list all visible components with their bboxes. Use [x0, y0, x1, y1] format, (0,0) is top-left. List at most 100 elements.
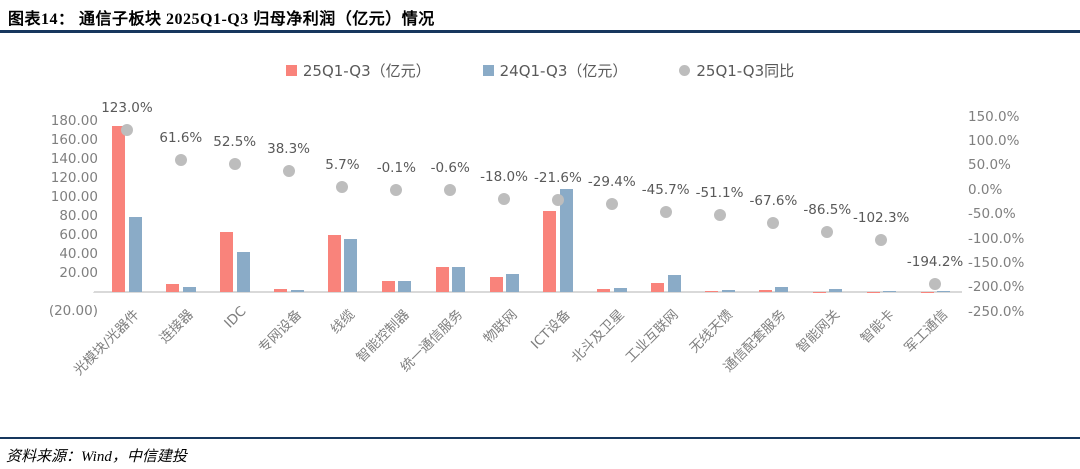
yoy-dot: [282, 165, 295, 178]
x-axis-label: IDC: [221, 303, 250, 332]
yoy-label: -45.7%: [641, 182, 690, 199]
y-axis-tick-right: -200.0%: [968, 279, 1025, 296]
y-axis-tick-right: -150.0%: [968, 254, 1025, 271]
y-axis-tick-left: (20.00): [48, 303, 98, 319]
bar-25q1q3: [543, 211, 557, 292]
bar-25q1q3: [220, 231, 234, 292]
yoy-label: -51.1%: [695, 184, 744, 201]
legend-label: 25Q1-Q3（亿元）: [302, 62, 431, 80]
yoy-label: -29.4%: [587, 174, 636, 191]
yoy-label: 52.5%: [213, 134, 257, 151]
page-title: 图表14： 通信子板块 2025Q1-Q3 归母净利润（亿元）情况: [8, 11, 435, 28]
yoy-label: 61.6%: [159, 129, 203, 146]
bar-24q1q3: [775, 287, 789, 292]
yoy-dot: [821, 225, 834, 238]
bar-25q1q3: [489, 277, 503, 292]
y-axis-tick-right: -50.0%: [968, 206, 1016, 223]
yoy-label: 5.7%: [325, 157, 360, 174]
yoy-dot: [390, 183, 403, 196]
yoy-dot: [875, 233, 888, 246]
y-axis-tick-left: 80.00: [59, 208, 98, 224]
bar-25q1q3: [651, 282, 665, 292]
bar-24q1q3: [452, 266, 466, 292]
y-axis-tick-left: 160.00: [50, 132, 98, 148]
yoy-label: 38.3%: [267, 141, 311, 158]
yoy-label: -102.3%: [853, 209, 910, 226]
y-axis-tick-right: 0.0%: [968, 181, 1003, 198]
x-axis-label: 连接器: [156, 306, 197, 347]
bar-25q1q3: [866, 292, 880, 293]
x-axis-label: ICT设备: [528, 306, 575, 353]
bar-24q1q3: [559, 189, 573, 292]
chart-legend: 25Q1-Q3（亿元） 24Q1-Q3（亿元） 25Q1-Q3同比: [0, 60, 1080, 81]
yoy-dot: [551, 194, 564, 207]
y-axis-tick-left: 140.00: [50, 151, 98, 167]
legend-label: 25Q1-Q3同比: [696, 62, 795, 80]
bar-25q1q3: [920, 292, 934, 294]
bar-24q1q3: [506, 274, 520, 292]
x-axis-label: 军工通信: [901, 306, 952, 357]
bar-24q1q3: [613, 288, 627, 292]
bar-25q1q3: [112, 125, 126, 292]
bar-25q1q3: [435, 266, 449, 292]
x-axis-line: [94, 291, 962, 293]
legend-item-2: 24Q1-Q3（亿元）: [482, 60, 628, 81]
yoy-dot: [174, 153, 187, 166]
x-axis-label: 线缆: [328, 306, 359, 338]
yoy-label: -86.5%: [803, 201, 852, 218]
bar-24q1q3: [182, 287, 196, 292]
y-axis-tick-left: -: [36, 285, 98, 299]
bar-24q1q3: [667, 275, 681, 292]
legend-square-icon: [482, 65, 494, 76]
yoy-dot: [228, 158, 241, 171]
y-axis-tick-right: 150.0%: [968, 108, 1020, 125]
x-axis-label: 专网设备: [255, 306, 305, 357]
bar-24q1q3: [829, 289, 843, 292]
legend-item-1: 25Q1-Q3（亿元）: [285, 60, 431, 81]
bar-24q1q3: [290, 290, 304, 292]
yoy-dot: [444, 184, 457, 197]
yoy-dot: [605, 198, 618, 211]
x-axis-label: 北斗及卫星: [568, 306, 628, 366]
x-axis-label: 工业互联网: [622, 306, 682, 366]
y-axis-tick-left: 180.00: [50, 113, 98, 129]
title-divider: [0, 30, 1080, 33]
bar-24q1q3: [937, 290, 951, 292]
bar-25q1q3: [381, 281, 395, 292]
yoy-label: -67.6%: [749, 192, 798, 209]
x-axis-label: 物联网: [480, 306, 521, 347]
yoy-dot: [120, 123, 133, 136]
y-axis-tick-left: 100.00: [50, 189, 98, 205]
y-axis-tick-right: -100.0%: [968, 230, 1025, 247]
legend-dot-icon: [679, 65, 691, 76]
bar-25q1q3: [705, 290, 719, 292]
bar-24q1q3: [236, 252, 250, 292]
bar-25q1q3: [758, 290, 772, 292]
yoy-dot: [767, 216, 780, 229]
yoy-label: 123.0%: [101, 99, 153, 116]
bar-25q1q3: [274, 289, 288, 292]
bar-25q1q3: [597, 289, 611, 292]
yoy-dot: [713, 208, 726, 221]
yoy-dot: [659, 206, 672, 219]
footer-divider: [0, 437, 1080, 439]
y-axis-tick-left: 20.00: [59, 265, 98, 281]
source-note: 资料来源：Wind，中信建投: [6, 449, 187, 465]
bar-24q1q3: [128, 217, 142, 292]
yoy-label: -0.6%: [430, 160, 470, 177]
y-axis-tick-right: -250.0%: [968, 303, 1025, 320]
x-axis-label: 智能卡: [857, 306, 898, 347]
yoy-label: -0.1%: [376, 159, 416, 176]
y-axis-tick-right: 50.0%: [968, 157, 1011, 174]
bar-24q1q3: [883, 290, 897, 292]
y-axis-tick-left: 60.00: [59, 227, 98, 243]
y-axis-tick-left: 120.00: [50, 170, 98, 186]
x-axis-label: 智能网关: [793, 306, 844, 357]
yoy-dot: [498, 192, 511, 205]
y-axis-tick-left: 40.00: [59, 246, 98, 262]
yoy-label: -21.6%: [534, 170, 582, 187]
bar-24q1q3: [398, 281, 412, 292]
legend-label: 24Q1-Q3（亿元）: [499, 62, 628, 80]
bar-25q1q3: [812, 291, 826, 292]
